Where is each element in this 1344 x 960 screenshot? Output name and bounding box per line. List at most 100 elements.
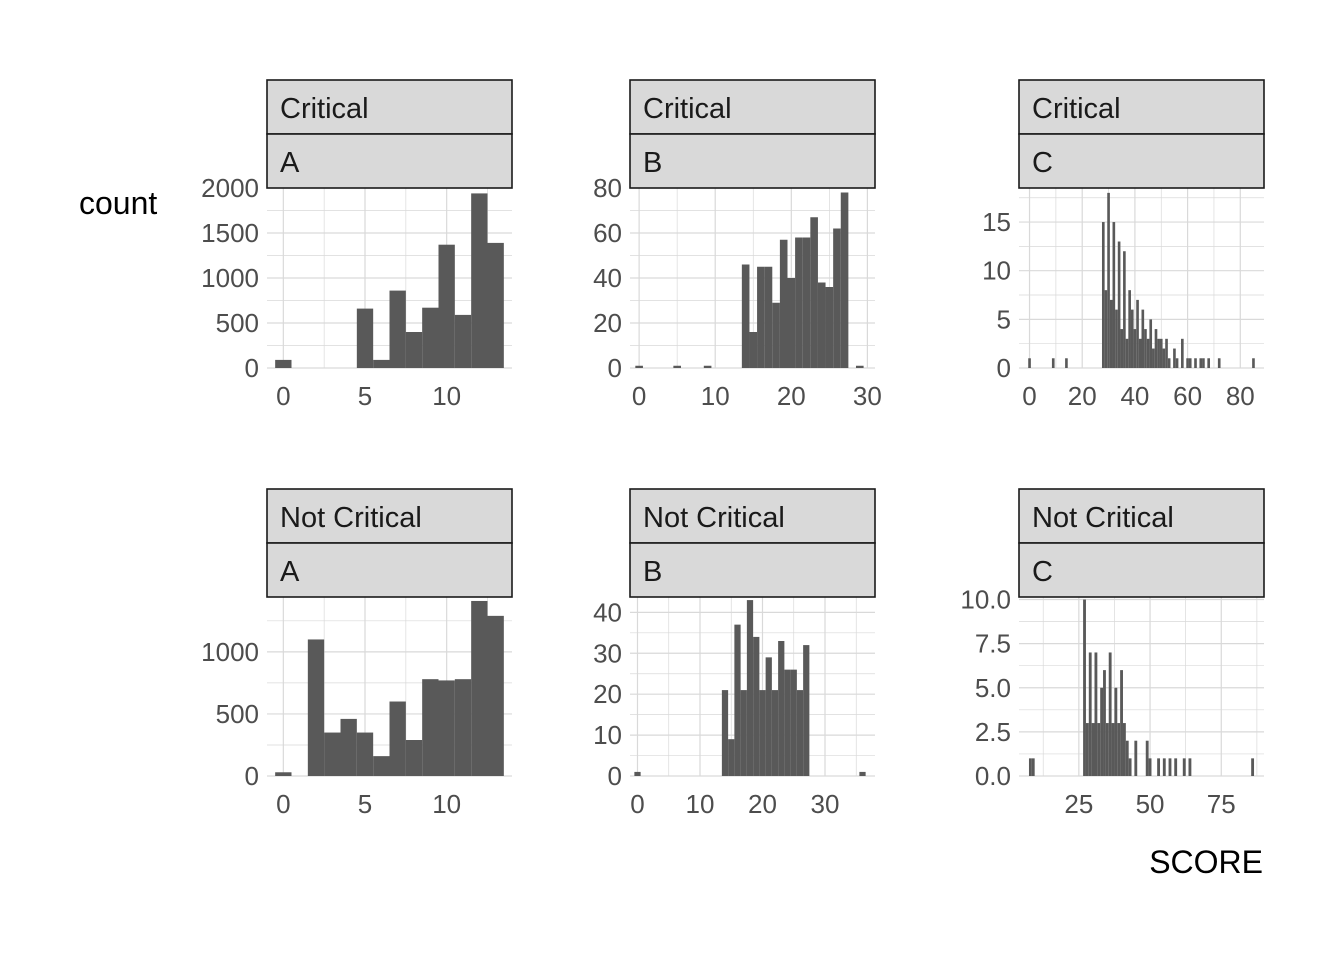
x-tick-label: 20 [777,381,806,411]
histogram-bar [1136,299,1139,368]
panel-5: Not Critical B 0 10 20 30 40 0 10 20 30 [593,488,876,819]
facet-strip-box [1018,488,1265,544]
x-tick-label: 0 [630,789,644,819]
histogram-bar [787,278,796,368]
histogram-bar [825,287,834,368]
facet-strip-box [629,488,876,544]
histogram-bar [728,739,735,776]
y-tick-label: 10 [982,256,1011,286]
facet-strip-label: C [1032,556,1053,588]
histogram-bar [1031,758,1035,776]
histogram-bar [487,242,504,368]
histogram-bar [1141,309,1145,368]
x-tick-label: 5 [358,789,372,819]
histogram-bar [1134,740,1138,776]
histogram-bar [1252,358,1255,368]
histogram-bar [1173,348,1176,368]
histogram-bar [275,359,292,368]
histogram-bar [802,237,811,368]
histogram-bar [1028,758,1032,776]
histogram-bar [373,359,390,368]
x-tick-label: 0 [632,381,646,411]
y-tick-label: 0 [608,761,622,791]
histogram-bar [1112,222,1116,368]
histogram-bar [1114,687,1118,776]
facet-strip-box [1018,133,1265,189]
x-tick-label: 40 [1120,381,1149,411]
x-tick-label: 50 [1136,789,1165,819]
x-tick-label: 10 [432,789,461,819]
y-tick-label: 20 [593,679,622,709]
facet-strip-box [629,79,876,135]
histogram-bar [389,701,406,776]
histogram-bar [796,690,804,776]
panel-1: Critical A 0 500 1000 1500 2000 0 5 10 [201,79,513,411]
y-tick-label: 15 [982,207,1011,237]
histogram-bar [1120,329,1124,368]
facet-strip-label: Not Critical [280,502,422,534]
histogram-bar [790,669,797,776]
histogram-bar [1133,329,1137,368]
histogram-bar [765,657,772,776]
histogram-bar [1148,758,1152,776]
y-tick-label: 30 [593,638,622,668]
y-tick-label: 0.0 [975,761,1011,791]
histogram-bar [1051,358,1055,368]
y-tick-label: 10 [593,720,622,750]
histogram-bar [1120,670,1123,776]
histogram-bar [1202,358,1205,368]
facet-strip-label: Critical [643,93,732,125]
facet-strip-label: A [280,147,300,179]
y-tick-label: 500 [216,699,259,729]
histogram-bar [1065,358,1068,368]
histogram-bar [1207,358,1210,368]
histogram-bar [1144,329,1147,368]
y-tick-label: 60 [593,218,622,248]
histogram-bar [1188,758,1192,776]
histogram-bar [1115,309,1118,368]
x-tick-label: 0 [276,381,290,411]
histogram-bar [1152,348,1155,368]
histogram-bar [810,217,818,368]
histogram-bar [1085,723,1089,776]
histogram-bar [1217,358,1221,368]
facet-strip-box [629,542,876,598]
facet-strip-label: B [643,147,662,179]
histogram-bar [803,645,810,776]
histogram-bar [487,615,504,776]
facet-strip-label: B [643,556,662,588]
histogram-bar [753,636,760,776]
facet-strip-box [266,488,513,544]
histogram-bar [721,690,729,776]
histogram-bar [1181,338,1184,368]
y-tick-label: 500 [216,308,259,338]
histogram-bar [1199,358,1203,368]
facet-strip-label: Critical [280,93,369,125]
histogram-bar [1149,319,1153,368]
histogram-bar [438,680,455,776]
y-tick-label: 1500 [201,218,259,248]
histogram-bar [855,365,864,368]
histogram-bar [1157,338,1160,368]
histogram-bar [1162,348,1166,368]
histogram-bar [1251,758,1255,776]
x-tick-label: 0 [1022,381,1036,411]
y-tick-label: 5.0 [975,673,1011,703]
histogram-bar [703,365,712,368]
histogram-bar [1175,358,1179,368]
histogram-bar [1162,758,1166,776]
histogram-bar [422,679,439,776]
histogram-bar [1122,723,1126,776]
histogram-bar [840,192,849,368]
histogram-bar [471,600,488,776]
histogram-bar [741,264,750,368]
histogram-bar [1028,358,1031,368]
histogram-bar [1088,652,1092,776]
histogram-bar [817,282,826,368]
y-tick-label: 2.5 [975,717,1011,747]
histogram-bar [1128,758,1132,776]
panel-4: Not Critical A 0 500 1000 0 5 10 [201,488,513,819]
histogram-bar [734,624,741,776]
histogram-bar [778,641,785,776]
histogram-bar [1123,251,1126,368]
